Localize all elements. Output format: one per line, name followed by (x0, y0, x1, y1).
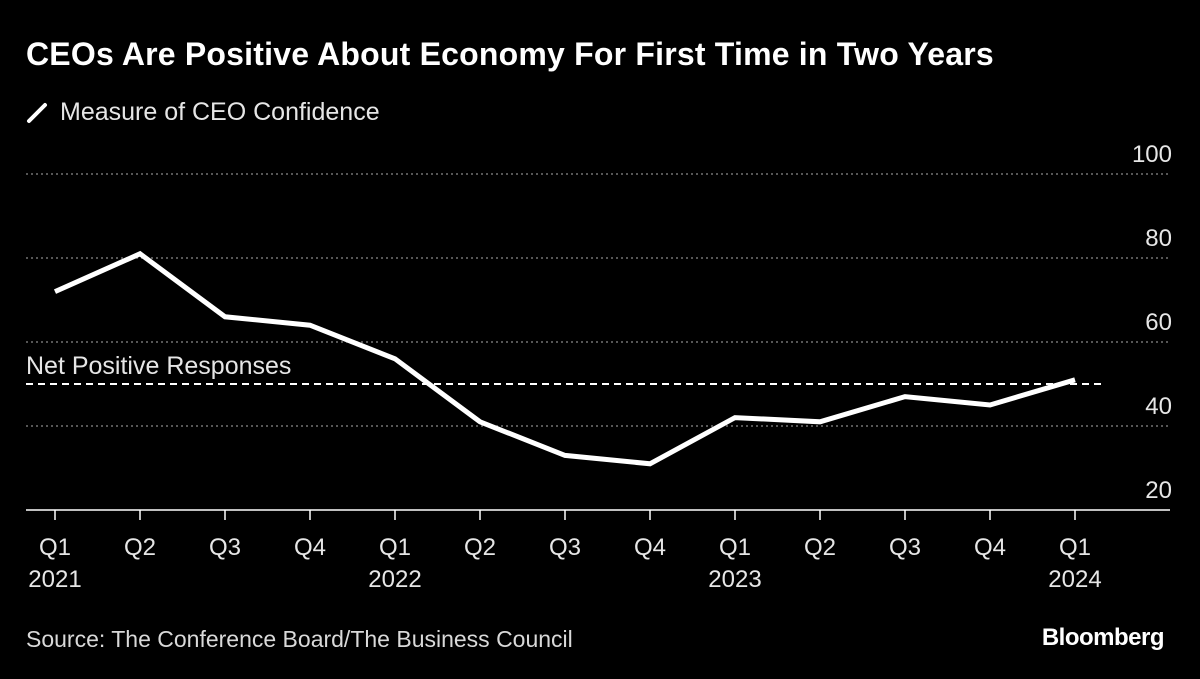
x-tick-label-quarter: Q4 (634, 534, 666, 561)
x-tick-label-quarter: Q2 (804, 534, 836, 561)
x-tick-label-year: 2023 (708, 566, 761, 593)
x-tick-label-year: 2022 (368, 566, 421, 593)
y-tick-label-100: 100 (1132, 141, 1172, 168)
series-lines (53, 250, 1076, 467)
x-tick-label-quarter: Q3 (549, 534, 581, 561)
legend-line-icon (26, 102, 48, 124)
x-tick-label-year: 2021 (28, 566, 81, 593)
x-tick-label-quarter: Q1 (39, 534, 71, 561)
y-tick-label-20: 20 (1145, 477, 1172, 504)
x-tick-label-quarter: Q1 (719, 534, 751, 561)
x-tick-label-quarter: Q1 (1059, 534, 1091, 561)
bloomberg-logo: Bloomberg (1041, 624, 1165, 651)
x-tick-labels: Q1 2021 Q2 Q3 Q4 Q1 2022 Q2 Q3 Q4 Q1 2023 Q2 Q3 Q4 Q1 20… (28, 534, 1101, 593)
x-tick-label-quarter: Q3 (889, 534, 921, 561)
chart-title: CEOs Are Positive About Economy For Firs… (26, 36, 994, 72)
x-tick-label-year: 2024 (1048, 566, 1101, 593)
source-note: Source: The Conference Board/The Busines… (26, 626, 573, 652)
legend-label: Measure of CEO Confidence (60, 98, 380, 126)
y-tick-labels: 100 80 60 40 20 (1132, 141, 1172, 504)
y-tick-label-80: 80 (1145, 225, 1172, 252)
y-tick-label-40: 40 (1145, 393, 1172, 420)
x-tick-label-quarter: Q3 (209, 534, 241, 561)
legend: Measure of CEO Confidence (26, 98, 380, 127)
x-tick-label-quarter: Q4 (294, 534, 326, 561)
x-tick-label-quarter: Q2 (464, 534, 496, 561)
reference-line-group: Net Positive Responses (26, 352, 1104, 385)
x-tick-label-quarter: Q2 (124, 534, 156, 561)
x-axis (26, 509, 1170, 520)
x-tick-label-quarter: Q4 (974, 534, 1006, 561)
x-tick-label-quarter: Q1 (379, 534, 411, 561)
y-tick-label-60: 60 (1145, 309, 1172, 336)
grid-lines (26, 173, 1170, 427)
reference-line-label: Net Positive Responses (26, 352, 291, 380)
